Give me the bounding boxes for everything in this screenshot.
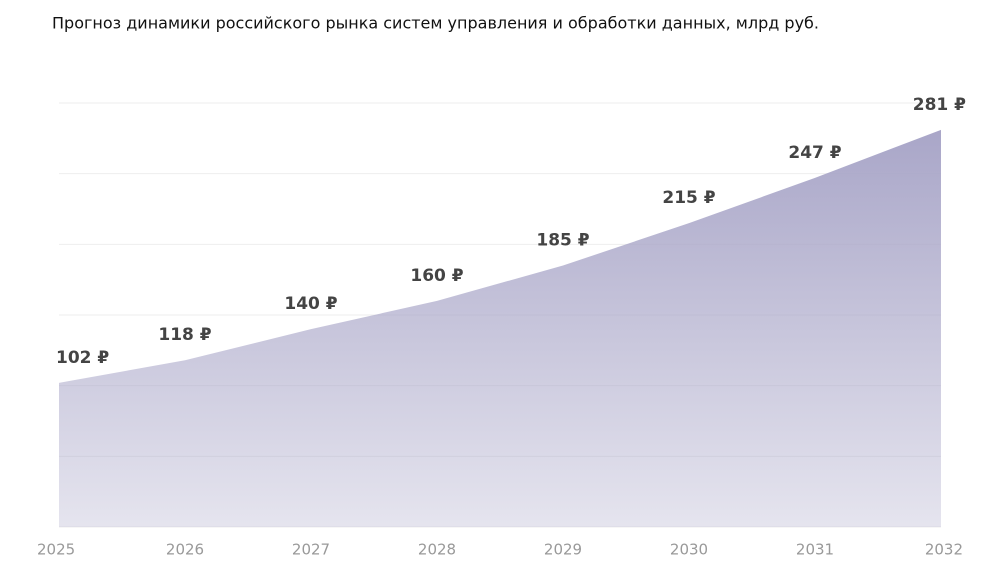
value-label: 281 ₽	[913, 95, 966, 115]
x-tick-label: 2032	[925, 541, 963, 559]
value-label: 185 ₽	[536, 231, 589, 251]
value-label: 160 ₽	[410, 266, 463, 286]
value-label: 247 ₽	[788, 143, 841, 163]
value-label: 140 ₽	[284, 294, 337, 314]
value-label: 102 ₽	[56, 348, 109, 368]
area	[59, 129, 941, 527]
chart-title: Прогноз динамики российского рынка систе…	[52, 14, 819, 33]
x-tick-label: 2031	[796, 541, 834, 559]
value-label: 118 ₽	[158, 325, 211, 345]
x-tick-label: 2026	[166, 541, 204, 559]
x-tick-label: 2030	[670, 541, 708, 559]
x-tick-label: 2029	[544, 541, 582, 559]
x-tick-label: 2028	[418, 541, 456, 559]
x-tick-label: 2027	[292, 541, 330, 559]
value-label: 215 ₽	[662, 188, 715, 208]
x-tick-label: 2025	[37, 541, 75, 559]
